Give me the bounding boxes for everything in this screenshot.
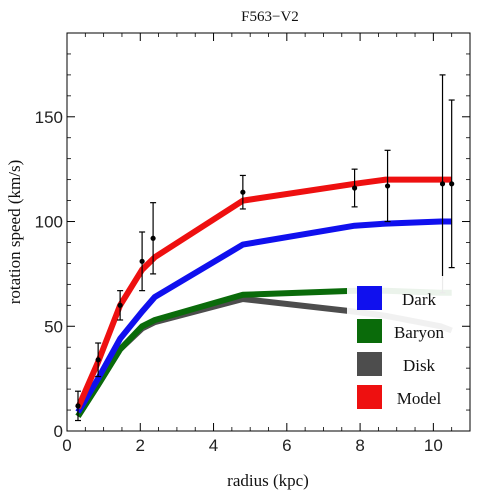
legend-swatch-disk [357,352,382,376]
x-tick-label: 4 [209,436,218,455]
legend: Dark Baryon Disk Model [347,276,460,419]
data-point [150,235,156,241]
legend-label-baryon: Baryon [394,323,445,342]
data-point [240,189,246,195]
y-tick-label: 150 [35,108,63,127]
x-tick-label: 0 [62,436,71,455]
data-point [384,183,391,189]
data-point [351,185,358,191]
data-point [139,258,145,264]
data-point [95,357,101,363]
legend-label-model: Model [397,389,442,408]
legend-swatch-baryon [357,319,382,343]
x-tick-label: 2 [136,436,145,455]
legend-label-disk: Disk [403,356,436,375]
y-tick-label: 50 [44,317,63,336]
y-axis-title: rotation speed (km/s) [5,160,24,304]
data-point [449,181,455,187]
x-tick-label: 8 [355,436,364,455]
series-line-model [75,176,452,410]
data-point [75,403,81,409]
y-tick-label: 100 [35,213,63,232]
y-tick-label: 0 [54,422,63,441]
data-point [117,302,123,308]
legend-label-dark: Dark [402,290,436,309]
series-line-dark [75,218,452,414]
x-tick-label: 6 [282,436,291,455]
x-tick-label: 10 [424,436,443,455]
legend-swatch-model [357,385,382,409]
x-axis-title: radius (kpc) [227,471,309,490]
data-point [439,181,446,187]
legend-swatch-dark [357,286,382,310]
chart-title: F563−V2 [241,9,299,25]
